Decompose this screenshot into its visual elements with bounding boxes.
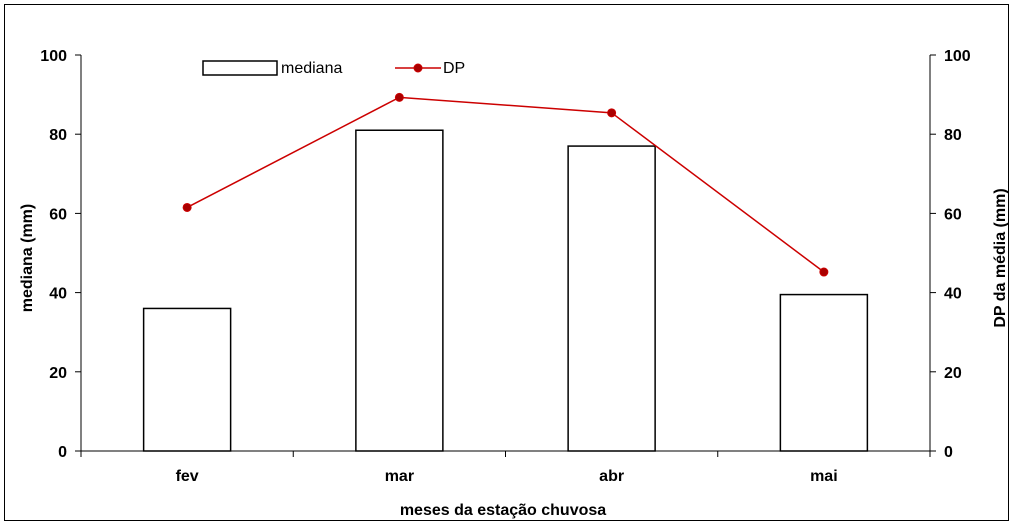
x-axis-title: meses da estação chuvosa xyxy=(400,502,606,519)
bar-mediana xyxy=(567,145,656,452)
legend: mediana DP xyxy=(202,60,465,77)
y-tick-label: 100 xyxy=(40,48,67,65)
y2-axis-title: DP da média (mm) xyxy=(992,188,1009,327)
legend-swatch-mediana xyxy=(202,60,278,76)
dp-marker xyxy=(394,92,404,102)
y2-tick-label: 80 xyxy=(944,127,962,144)
y2-tick-label: 0 xyxy=(944,444,953,461)
bar-mediana xyxy=(355,129,444,452)
x-tick-label: mar xyxy=(385,468,414,485)
chart: 0 20 40 60 80 100 0 20 40 60 80 100 fev mar abr mai med… xyxy=(19,48,1009,519)
chart-frame: 0 20 40 60 80 100 0 20 40 60 80 100 fev mar abr mai med… xyxy=(4,4,1009,521)
dp-series-line xyxy=(186,96,825,273)
y-tick-label: 60 xyxy=(49,206,67,223)
bars xyxy=(142,129,869,452)
y-tick-label: 0 xyxy=(58,444,67,461)
y-tick-label: 20 xyxy=(49,365,67,382)
dp-line xyxy=(182,92,829,277)
y-axis-title: mediana (mm) xyxy=(19,204,36,312)
y-tick-label: 40 xyxy=(49,286,67,303)
y2-tick-label: 60 xyxy=(944,206,962,223)
bar-mediana xyxy=(142,307,232,452)
legend-label-mediana: mediana xyxy=(281,60,342,77)
y-tick-label: 80 xyxy=(49,127,67,144)
legend-label-dp: DP xyxy=(443,60,465,77)
dp-marker xyxy=(607,108,617,118)
y2-tick-label: 20 xyxy=(944,365,962,382)
y2-tick-label: 40 xyxy=(944,286,962,303)
y2-tick-label: 100 xyxy=(944,48,971,65)
bar-mediana xyxy=(779,293,869,452)
x-tick-label: abr xyxy=(599,468,624,485)
legend-swatch-dp-marker xyxy=(413,63,423,73)
dp-marker xyxy=(819,267,829,277)
x-tick-label: mai xyxy=(810,468,838,485)
dp-marker xyxy=(182,202,192,212)
x-tick-label: fev xyxy=(176,468,199,485)
